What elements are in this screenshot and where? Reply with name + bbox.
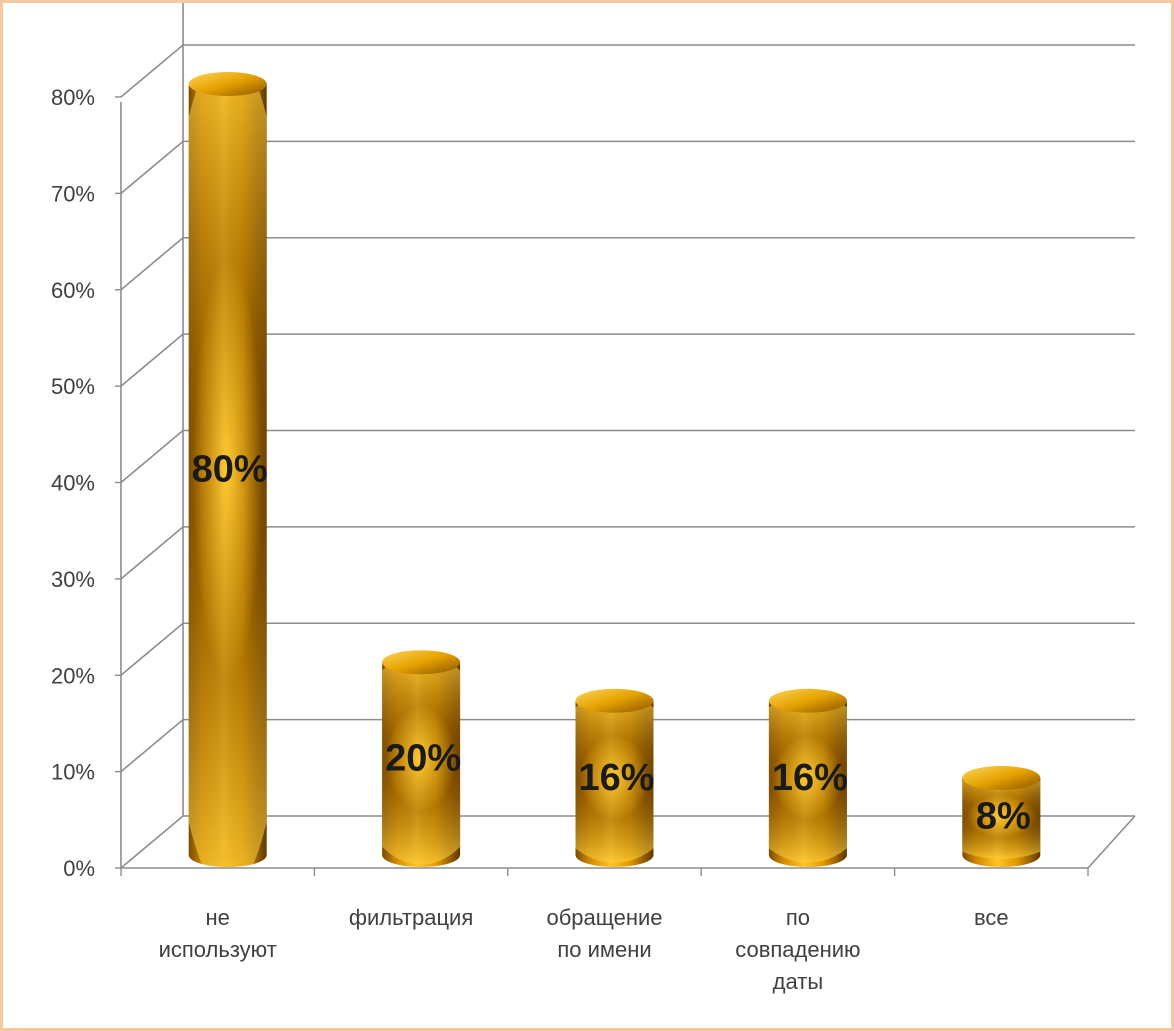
y-tick-label: 0% (63, 856, 95, 881)
gridline (121, 141, 1135, 193)
y-tick-label: 70% (51, 181, 95, 206)
y-tick-label: 80% (51, 85, 95, 110)
y-tick-label: 60% (51, 278, 95, 303)
gridline (121, 334, 1135, 386)
gridline (121, 431, 1135, 483)
data-label: 8% (976, 795, 1031, 837)
x-tick-label: фильтрация (349, 905, 473, 930)
data-label: 16% (772, 757, 848, 799)
x-tick-label: по совпадению даты (735, 905, 860, 994)
y-tick-label: 20% (51, 663, 95, 688)
y-tick-label: 30% (51, 567, 95, 592)
x-tick-label: обращение по имени (546, 905, 662, 962)
labels-layer: 80% 20% 16% 16% 8% (192, 449, 1031, 838)
x-tick-label: не используют (159, 905, 277, 962)
gridline (121, 238, 1135, 290)
data-label: 16% (578, 757, 654, 799)
gridline (121, 623, 1135, 675)
x-tick-label: все (974, 905, 1009, 930)
gridline (121, 527, 1135, 579)
data-label: 20% (385, 738, 461, 780)
gridline (121, 45, 1135, 97)
y-tick-label: 50% (51, 374, 95, 399)
data-label: 80% (192, 449, 268, 491)
y-tick-label: 40% (51, 471, 95, 496)
bar-chart: 0% 10% 20% 30% 40% 50% 60% 70% 80% не используют фи… (3, 3, 1171, 1028)
y-tick-label: 10% (51, 760, 95, 785)
